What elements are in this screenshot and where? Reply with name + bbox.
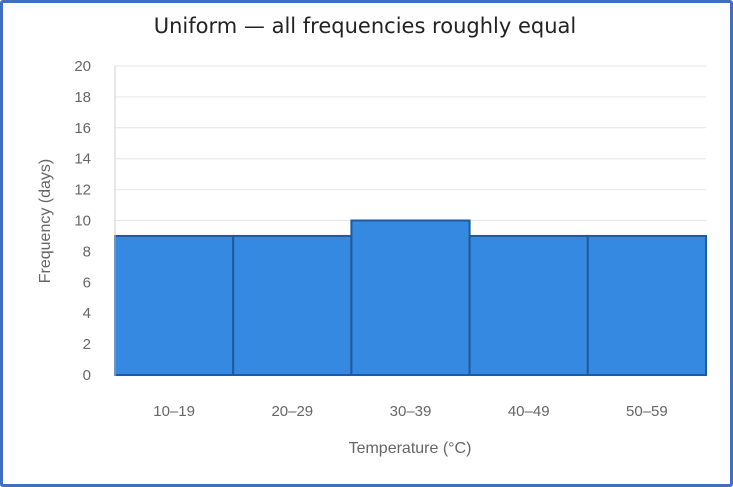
x-axis-ticks: 10–19 20–29 30–39 40–49 50–59 (153, 403, 668, 420)
y-tick-label: 2 (83, 336, 91, 353)
y-tick-label: 20 (74, 58, 91, 75)
chart-title: Uniform — all frequencies roughly equal (154, 14, 576, 38)
x-tick-label: 50–59 (626, 403, 668, 420)
y-tick-label: 12 (74, 182, 91, 199)
y-axis-ticks: 0 2 4 6 8 10 12 14 16 18 20 (74, 58, 91, 384)
y-tick-label: 4 (83, 305, 91, 322)
y-tick-label: 10 (74, 213, 91, 230)
x-tick-label: 30–39 (390, 403, 432, 420)
bars (114, 219, 707, 376)
bar (468, 234, 589, 376)
bar (586, 234, 707, 376)
x-tick-label: 40–49 (508, 403, 550, 420)
y-tick-label: 18 (74, 89, 91, 106)
y-tick-label: 16 (74, 120, 91, 137)
bar (232, 234, 353, 376)
y-tick-label: 14 (74, 151, 91, 168)
y-tick-label: 6 (83, 274, 91, 291)
y-tick-label: 8 (83, 243, 91, 260)
bar (114, 234, 235, 376)
y-tick-label: 0 (83, 367, 91, 384)
y-axis-label: Frequency (days) (37, 159, 54, 284)
x-tick-label: 10–19 (153, 403, 195, 420)
x-tick-label: 20–29 (271, 403, 313, 420)
x-axis-label: Temperature (°C) (349, 440, 472, 457)
bar (350, 219, 471, 376)
